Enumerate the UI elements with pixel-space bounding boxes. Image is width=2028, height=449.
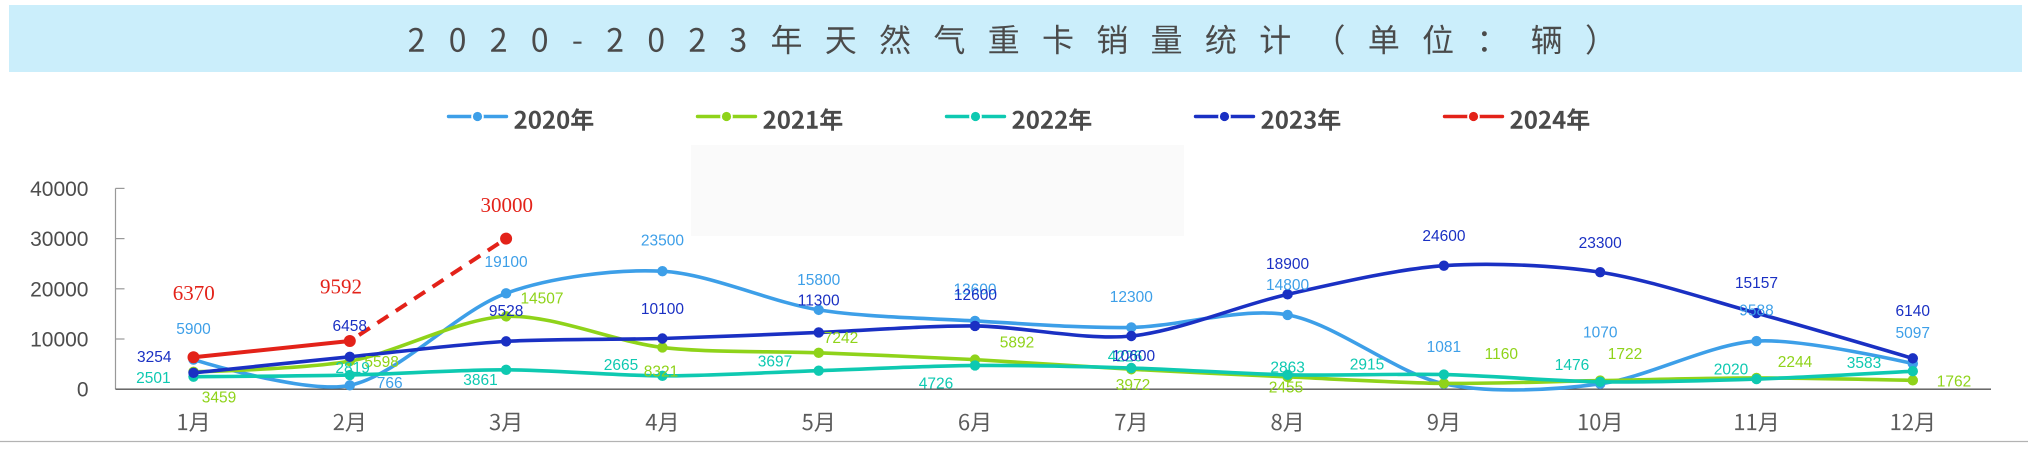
svg-text:1070: 1070 <box>1583 325 1618 342</box>
svg-text:2501: 2501 <box>136 370 170 387</box>
svg-text:15157: 15157 <box>1735 275 1778 292</box>
svg-text:1160: 1160 <box>1485 346 1519 363</box>
svg-text:2244: 2244 <box>1778 354 1813 371</box>
svg-text:6370: 6370 <box>173 281 215 305</box>
svg-text:5900: 5900 <box>176 321 211 338</box>
svg-text:23500: 23500 <box>641 233 684 250</box>
svg-text:7242: 7242 <box>824 330 858 347</box>
svg-text:23300: 23300 <box>1579 235 1622 252</box>
svg-text:9588: 9588 <box>1739 303 1773 320</box>
svg-text:2819: 2819 <box>335 360 369 377</box>
svg-text:5598: 5598 <box>364 354 398 371</box>
svg-text:18900: 18900 <box>1266 256 1309 273</box>
svg-text:20000: 20000 <box>30 278 88 301</box>
svg-text:14800: 14800 <box>1266 277 1309 294</box>
svg-text:5892: 5892 <box>1000 335 1034 352</box>
svg-text:1081: 1081 <box>1427 339 1461 356</box>
svg-text:40000: 40000 <box>30 178 88 201</box>
svg-text:1722: 1722 <box>1608 346 1642 363</box>
svg-text:2665: 2665 <box>604 357 638 374</box>
svg-text:3972: 3972 <box>1116 377 1150 394</box>
svg-text:9528: 9528 <box>489 303 523 320</box>
svg-text:30000: 30000 <box>30 228 88 251</box>
svg-text:19100: 19100 <box>485 254 528 271</box>
svg-text:8321: 8321 <box>644 364 678 381</box>
svg-text:4226: 4226 <box>1108 349 1142 366</box>
svg-text:0: 0 <box>77 379 89 402</box>
svg-text:14507: 14507 <box>520 291 563 308</box>
svg-text:6140: 6140 <box>1896 303 1931 320</box>
svg-text:1762: 1762 <box>1937 374 1971 391</box>
svg-text:10100: 10100 <box>641 301 684 318</box>
svg-text:1476: 1476 <box>1555 357 1589 374</box>
svg-text:3254: 3254 <box>137 349 172 366</box>
svg-text:2455: 2455 <box>1269 380 1303 397</box>
svg-text:10000: 10000 <box>30 329 88 352</box>
svg-text:11300: 11300 <box>798 293 840 310</box>
svg-text:10600: 10600 <box>1112 348 1155 365</box>
svg-text:4726: 4726 <box>919 376 953 393</box>
svg-text:15800: 15800 <box>797 272 840 289</box>
svg-text:12600: 12600 <box>954 287 997 304</box>
svg-text:12300: 12300 <box>1110 289 1153 306</box>
svg-text:6458: 6458 <box>333 318 367 335</box>
svg-text:13600: 13600 <box>953 281 996 298</box>
svg-text:3583: 3583 <box>1847 355 1881 372</box>
svg-text:766: 766 <box>377 375 403 392</box>
svg-text:3459: 3459 <box>202 390 236 407</box>
svg-text:30000: 30000 <box>480 193 533 217</box>
svg-text:24600: 24600 <box>1422 228 1465 245</box>
svg-text:5097: 5097 <box>1896 325 1930 342</box>
svg-text:2020: 2020 <box>1714 362 1749 379</box>
svg-text:3861: 3861 <box>463 372 497 389</box>
svg-text:2915: 2915 <box>1350 357 1384 374</box>
svg-text:3697: 3697 <box>758 354 792 371</box>
svg-text:9592: 9592 <box>320 274 362 298</box>
svg-text:2863: 2863 <box>1270 360 1304 377</box>
